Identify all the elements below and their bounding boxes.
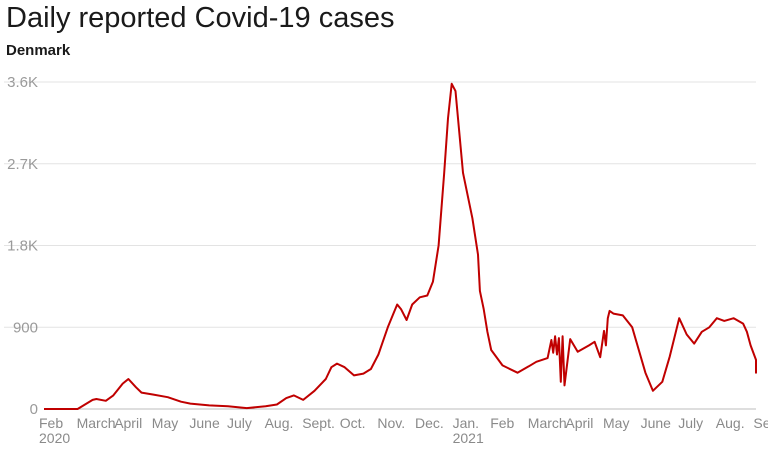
x-year-label: 2021 (453, 430, 484, 446)
x-tick-label: Sept. (753, 415, 768, 431)
x-tick-label: June (641, 415, 672, 431)
x-tick-label: July (678, 415, 703, 431)
y-tick-label: 3.6K (7, 74, 38, 91)
x-tick-label: Feb (39, 415, 63, 431)
chart-title: Daily reported Covid-19 cases (6, 2, 395, 34)
x-tick-label: March (77, 415, 116, 431)
y-tick-label: 1.8K (7, 238, 38, 255)
y-tick-label: 2.7K (7, 156, 38, 173)
x-tick-label: Dec. (415, 415, 444, 431)
y-tick-label: 0 (30, 401, 38, 418)
x-tick-label: Aug. (265, 415, 294, 431)
y-tick-label: 900 (13, 319, 38, 336)
x-tick-label: March (528, 415, 567, 431)
series-line-0 (44, 82, 757, 410)
y-axis-ticks: 0 900 1.8K 2.7K 3.6K (7, 74, 38, 418)
x-tick-label: Oct. (340, 415, 366, 431)
x-tick-label: Nov. (377, 415, 405, 431)
x-tick-label: July (227, 415, 252, 431)
x-tick-label: April (114, 415, 142, 431)
grid-layer (4, 81, 756, 410)
x-tick-label: Jan. (453, 415, 479, 431)
x-tick-label: May (152, 415, 178, 431)
x-tick-label: May (603, 415, 629, 431)
x-tick-label: Feb (490, 415, 514, 431)
x-tick-label: June (189, 415, 220, 431)
series-layer (44, 82, 757, 410)
x-tick-label: Sept. (302, 415, 335, 431)
x-tick-label: April (565, 415, 593, 431)
x-tick-label: Aug. (716, 415, 745, 431)
x-year-label: 2020 (39, 430, 70, 446)
chart-subtitle: Denmark (6, 42, 71, 59)
